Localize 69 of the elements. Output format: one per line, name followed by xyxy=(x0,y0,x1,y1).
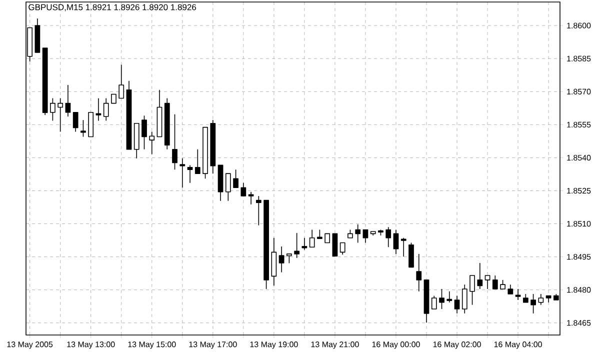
candlestick xyxy=(408,242,414,268)
y-tick-label: 1.8495 xyxy=(567,254,591,260)
y-tick-label: 1.8555 xyxy=(567,122,591,128)
candlestick xyxy=(278,246,284,273)
x-tick-label: 13 May 15:00 xyxy=(128,341,176,349)
y-tick-label: 1.8510 xyxy=(567,220,591,227)
candlestick xyxy=(50,98,56,122)
candlestick xyxy=(484,275,490,290)
candlestick xyxy=(103,98,109,122)
candlestick xyxy=(80,120,86,138)
candlestick xyxy=(332,233,338,257)
x-tick-label: 16 May 04:00 xyxy=(494,341,542,349)
candlestick xyxy=(454,295,460,314)
candlestick xyxy=(65,84,71,117)
x-tick-label: 13 May 21:00 xyxy=(311,341,359,349)
x-tick-label: 13 May 17:00 xyxy=(189,341,237,349)
candlestick xyxy=(172,114,178,170)
candlestick xyxy=(431,295,437,310)
candlestick xyxy=(111,94,116,104)
candlestick xyxy=(180,158,186,188)
candlestick xyxy=(96,98,102,122)
x-tick-label: 13 May 2005 xyxy=(7,341,53,349)
candlestick xyxy=(393,229,399,254)
y-tick-label: 1.8480 xyxy=(567,286,591,293)
chart-title: GBPUSD,M15 1.8921 1.8926 1.8920 1.8926 xyxy=(28,4,196,12)
candlestick xyxy=(324,233,330,244)
candlestick xyxy=(416,254,422,292)
candlestick xyxy=(492,275,498,290)
candlestick xyxy=(477,262,483,290)
candlestick xyxy=(225,173,231,202)
candlestick xyxy=(400,237,406,257)
y-tick-label: 1.8465 xyxy=(567,320,591,326)
candlestick xyxy=(355,224,361,244)
candlestick xyxy=(538,294,544,306)
candlestick xyxy=(530,294,536,314)
candlestick xyxy=(500,279,506,290)
candlestick xyxy=(187,164,193,184)
y-tick-label: 1.8585 xyxy=(567,56,591,62)
candlestick xyxy=(58,98,64,132)
candlestick xyxy=(470,275,475,306)
y-tick-label: 1.8570 xyxy=(567,88,591,94)
y-tick-label: 1.8525 xyxy=(567,188,591,194)
candlestick xyxy=(508,284,514,294)
x-tick-label: 16 May 02:00 xyxy=(433,341,481,349)
candlestick xyxy=(515,288,521,300)
candlestick xyxy=(142,115,147,150)
x-tick-label: 13 May 13:00 xyxy=(67,341,115,349)
candlestick xyxy=(446,290,452,303)
y-tick-label: 1.8600 xyxy=(567,22,591,28)
candlestick xyxy=(386,226,392,248)
candlestick xyxy=(462,284,468,314)
candlestick xyxy=(240,182,246,196)
candlestick xyxy=(72,112,78,132)
candlestick xyxy=(439,288,444,310)
candlestick xyxy=(248,191,254,205)
candlestick xyxy=(294,232,300,258)
candlestick xyxy=(194,148,200,174)
candlestick xyxy=(362,229,368,244)
candlestick xyxy=(256,196,262,226)
candlestick xyxy=(286,254,292,264)
x-tick-label: 16 May 00:00 xyxy=(372,341,420,349)
candlestick xyxy=(309,229,315,248)
x-tick-label: 13 May 19:00 xyxy=(250,341,298,349)
candlestick xyxy=(149,131,155,155)
candlestick xyxy=(340,242,346,255)
candlestick xyxy=(233,169,238,188)
y-tick-label: 1.8540 xyxy=(567,154,591,160)
candlestick xyxy=(118,64,124,99)
candlestick xyxy=(302,237,308,250)
